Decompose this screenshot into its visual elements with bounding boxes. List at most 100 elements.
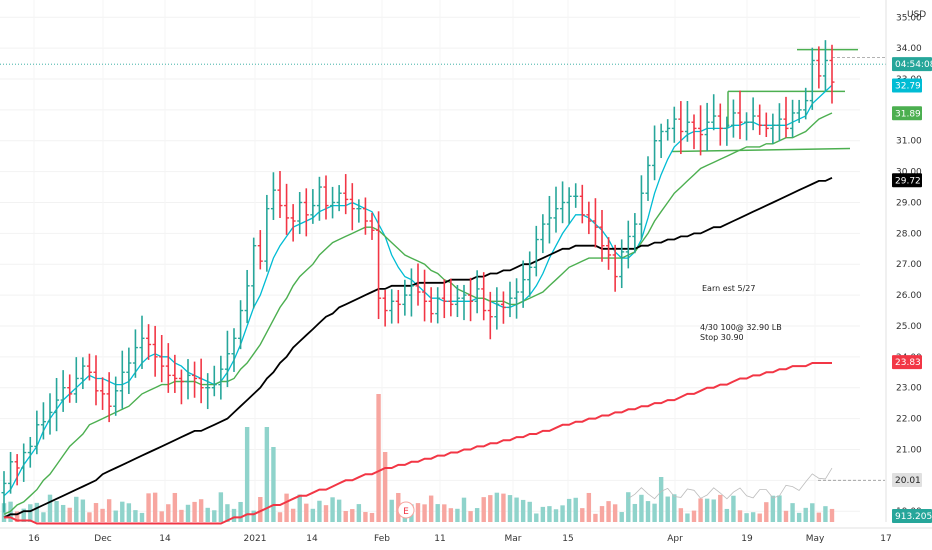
volume-bar xyxy=(619,512,624,522)
volume-bar xyxy=(435,504,440,522)
volume-bar xyxy=(284,493,289,522)
ohlc-bar xyxy=(80,357,86,390)
volume-bar xyxy=(60,504,66,522)
ohlc-bar xyxy=(632,213,638,254)
volume-bar xyxy=(238,501,243,522)
volume-bar xyxy=(724,508,730,522)
ohlc-bar xyxy=(369,212,375,240)
ohlc-bar xyxy=(481,272,487,321)
y-tick-label: 21.00 xyxy=(896,445,922,455)
volume-bar xyxy=(731,495,736,522)
volume-bar xyxy=(593,513,598,522)
ohlc-bar xyxy=(809,47,815,110)
price-badge: 04:54:08 xyxy=(892,57,932,72)
ohlc-bar xyxy=(763,112,769,137)
volume-bar xyxy=(290,508,296,522)
volume-bar xyxy=(626,492,631,522)
volume-bar xyxy=(126,503,132,522)
support-resistance-lines xyxy=(0,48,886,500)
ohlc-bar xyxy=(47,393,53,435)
ohlc-bar xyxy=(757,104,763,135)
price-badges: 04:54:08 32.79 31.89 29.72 23.83 20.01 913.205… xyxy=(892,57,932,523)
y-tick-label: 34.00 xyxy=(896,44,922,54)
annotation-earnings: Earn est 5/27 xyxy=(702,284,755,293)
volume-bar xyxy=(586,492,592,522)
ohlc-bar xyxy=(34,410,40,455)
x-tick-label: 2021 xyxy=(244,534,267,544)
volume-bar xyxy=(501,493,506,522)
annotation-entry: 4/30 100@ 32.90 LB xyxy=(700,323,782,332)
ohlc-bar xyxy=(106,372,112,423)
x-tick-label: May xyxy=(806,534,825,544)
volume-bar xyxy=(718,494,723,522)
volume-bar xyxy=(461,497,467,522)
x-tick-label: Apr xyxy=(667,534,683,544)
badge-bg xyxy=(892,473,922,488)
currency-label: USD xyxy=(907,10,926,20)
ohlc-bar xyxy=(592,198,598,248)
ohlc-bar xyxy=(494,287,500,330)
volume-bar xyxy=(382,452,388,522)
volume-bar xyxy=(750,512,756,522)
volume-bar xyxy=(514,497,519,522)
ohlc-bar xyxy=(100,377,106,410)
volume-bar xyxy=(34,502,40,522)
ohlc-bar xyxy=(796,99,802,123)
volume-bar xyxy=(678,508,684,522)
volume-bar xyxy=(823,506,828,522)
ohlc-bar xyxy=(224,330,230,388)
volume-bar xyxy=(790,503,795,522)
volume-bar xyxy=(47,494,53,522)
volume-bar xyxy=(192,501,197,522)
ohlc-bar xyxy=(310,189,316,224)
ohlc-bar xyxy=(205,373,211,410)
ohlc-bar xyxy=(192,361,198,398)
ohlc-bar xyxy=(119,350,125,409)
earnings-marker[interactable]: E xyxy=(397,501,415,519)
ohlc-bar xyxy=(468,277,474,322)
volume-bar xyxy=(757,513,762,522)
ohlc-bar xyxy=(658,123,664,159)
ohlc-bar xyxy=(441,279,447,319)
ohlc-bar xyxy=(612,244,618,292)
ohlc-bar xyxy=(822,40,828,91)
ohlc-bar xyxy=(704,102,710,152)
x-tick-label: Mar xyxy=(505,534,522,544)
x-tick-label: 14 xyxy=(159,534,171,544)
ohlc-bar xyxy=(21,443,27,482)
ohlc-bar xyxy=(1,471,7,513)
ohlc-bar xyxy=(533,225,539,277)
volume-bar xyxy=(455,508,460,522)
x-tick-label: 19 xyxy=(741,534,753,544)
ohlc-bar xyxy=(684,101,690,142)
volume-bar xyxy=(146,493,151,522)
volume-bar xyxy=(133,510,138,522)
ohlc-bar xyxy=(527,251,533,297)
ohlc-bar xyxy=(54,377,60,432)
volume-bar xyxy=(74,496,79,522)
badge-bg xyxy=(892,57,932,72)
price-axis[interactable]: 19.0020.0021.0022.0023.0024.0025.0026.00… xyxy=(885,0,922,522)
volume-bar xyxy=(225,504,230,522)
price-badge: 31.89 xyxy=(892,106,922,121)
ohlc-bar xyxy=(500,291,506,324)
ohlc-bar xyxy=(553,186,559,233)
ohlc-bar xyxy=(435,287,441,324)
volume-bars xyxy=(1,394,835,522)
volume-bar xyxy=(606,501,611,522)
volume-bar xyxy=(166,504,171,522)
ohlc-bar xyxy=(330,186,336,219)
volume-bar xyxy=(218,492,224,522)
ohlc-bar xyxy=(67,374,73,403)
time-axis[interactable]: 16 Dec 14 2021 14 Feb 11 Mar 15 Apr 19 May 17 xyxy=(0,527,932,544)
x-tick-label: 15 xyxy=(562,534,573,544)
y-tick-label: 28.00 xyxy=(896,229,922,239)
badge-label: 913.205K xyxy=(895,512,932,522)
volume-bar xyxy=(704,498,710,522)
ohlc-bar xyxy=(362,197,368,235)
price-badge: 29.72 xyxy=(892,173,922,188)
volume-bar xyxy=(612,504,618,522)
y-tick-label: 23.00 xyxy=(896,384,922,394)
ohlc-bar xyxy=(198,358,204,404)
